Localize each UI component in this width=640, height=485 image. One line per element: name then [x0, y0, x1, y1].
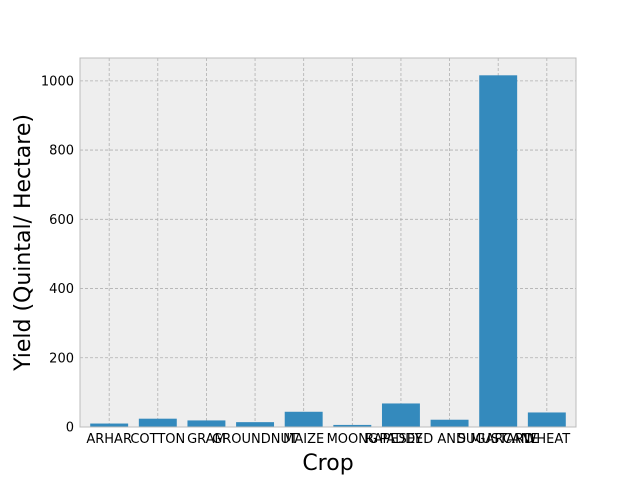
plot-frame [79, 57, 577, 428]
bar-groundnut [236, 422, 275, 427]
x-tick-label: MAIZE [283, 432, 324, 447]
y-tick-label: 0 [66, 421, 74, 436]
bar-cotton [138, 418, 177, 427]
x-tick-label: RAPESEED AND MUSTARD [365, 432, 534, 447]
y-tick-label: 1000 [41, 74, 74, 89]
y-tick-label: 800 [49, 144, 74, 159]
x-axis-title: Crop [302, 451, 353, 476]
bar-paddy [381, 403, 420, 427]
bar-rapeseed-and-mustard [430, 419, 469, 427]
bar-wheat [527, 412, 566, 427]
x-tick-label: COTTON [130, 432, 185, 447]
x-tick-label: MOONG [327, 432, 378, 447]
bar-gram [187, 420, 226, 427]
x-tick-label: ARHAR [86, 432, 132, 447]
x-tick-label: GRAM [187, 432, 226, 447]
y-tick-label: 200 [49, 351, 74, 366]
y-axis-ticks: 0 200 400 600 800 1000 [41, 74, 74, 435]
x-tick-label: PADDY [379, 432, 422, 447]
y-tick-label: 600 [49, 213, 74, 228]
bar-moong [333, 424, 372, 427]
y-axis-title: Yield (Quintal/ Hectare) [11, 114, 36, 372]
bar-maize [284, 411, 323, 427]
bar-arhar [90, 423, 129, 427]
x-tick-label: WHEAT [523, 432, 570, 447]
bars [90, 75, 566, 428]
bar-sugarcane [479, 75, 518, 428]
y-tick-label: 400 [49, 282, 74, 297]
x-tick-label: GROUNDNUT [212, 432, 298, 447]
x-tick-label: SUGARCANE [458, 432, 539, 447]
